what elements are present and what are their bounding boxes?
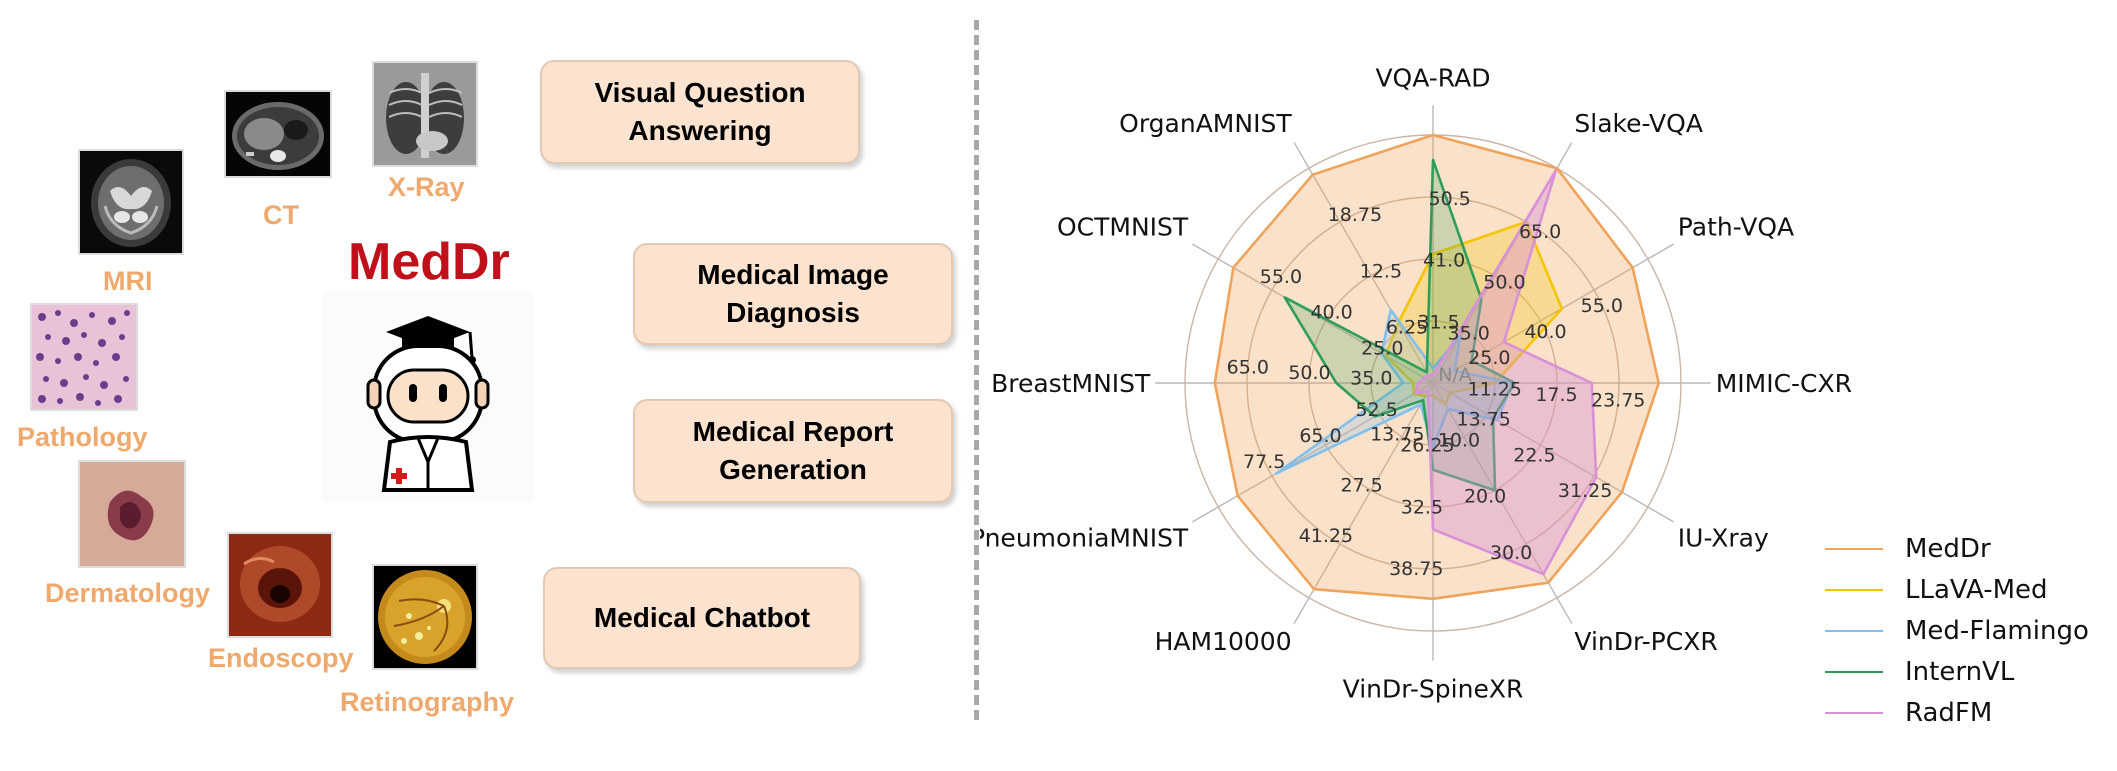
legend-item-meddr: MedDr bbox=[1825, 528, 2089, 569]
radar-chart: 31.5 41.0 50.5 35.0 50.0 65.0 25.0 40.0 55.0 11.2… bbox=[980, 63, 1852, 704]
task-medical-chatbot: Medical Chatbot bbox=[543, 567, 861, 669]
ring-tick-label-iu-xray-1: 13.75 bbox=[1456, 409, 1510, 431]
center-label: N/A bbox=[1438, 364, 1472, 386]
axis-label-vqa-rad: VQA-RAD bbox=[1375, 63, 1490, 92]
endoscopy-image bbox=[227, 532, 333, 638]
axis-label-breastmnist: BreastMNIST bbox=[991, 369, 1151, 398]
modality-label-endoscopy: Endoscopy bbox=[208, 643, 354, 673]
axis-label-ham10000: HAM10000 bbox=[1155, 627, 1292, 656]
ring-tick-label-vqa-rad-3: 50.5 bbox=[1429, 188, 1471, 210]
legend-item-med-flamingo: Med-Flamingo bbox=[1825, 610, 2089, 651]
axis-spoke-iu-xray bbox=[1432, 382, 1674, 523]
axis-spoke-pneumoniamnist bbox=[1192, 382, 1434, 523]
legend-label-radfm: RadFM bbox=[1905, 697, 1993, 728]
legend-item-llava-med: LLaVA-Med bbox=[1825, 569, 2089, 610]
ring-tick-label-mimic-cxr-2: 17.5 bbox=[1535, 384, 1577, 406]
brand-title: MedDr bbox=[348, 233, 510, 291]
series-polygon-radfm bbox=[1414, 169, 1598, 576]
ring-tick-label-organamnist-1: 6.25 bbox=[1386, 317, 1428, 339]
ring-tick-label-octmnist-1: 25.0 bbox=[1361, 337, 1403, 359]
axis-label-mimic-cxr: MIMIC-CXR bbox=[1716, 369, 1852, 398]
ring-tick-label-ham10000-3: 41.25 bbox=[1299, 525, 1353, 547]
task-medical-image-diagnosis: Medical Image Diagnosis bbox=[633, 243, 953, 345]
ring-tick-label-vindr-pcxr-3: 30.0 bbox=[1490, 542, 1532, 564]
ring-tick-label-breastmnist-1: 35.0 bbox=[1350, 367, 1392, 389]
ring-tick-label-pneumoniamnist-1: 52.5 bbox=[1356, 399, 1398, 421]
ring-tick-label-organamnist-2: 12.5 bbox=[1360, 261, 1402, 283]
ring-tick-label-organamnist-3: 18.75 bbox=[1328, 204, 1382, 226]
ring-tick-label-vqa-rad-1: 31.5 bbox=[1417, 311, 1459, 333]
axis-label-organamnist: OrganAMNIST bbox=[1119, 109, 1292, 138]
model-overview-panel: MRI CT X-Ray bbox=[0, 0, 960, 771]
legend-label-llava-med: LLaVA-Med bbox=[1905, 574, 2048, 605]
axis-label-iu-xray: IU-Xray bbox=[1678, 523, 1769, 552]
ring-tick-label-path-vqa-2: 40.0 bbox=[1524, 321, 1566, 343]
modality-label-dermatology: Dermatology bbox=[45, 578, 211, 608]
series-polygon-med-flamingo bbox=[1274, 308, 1514, 475]
retinography-image bbox=[372, 564, 478, 670]
axis-spoke-organamnist bbox=[1293, 142, 1434, 384]
modality-label-mri: MRI bbox=[103, 266, 153, 296]
ring-tick-label-vindr-pcxr-2: 20.0 bbox=[1464, 486, 1506, 508]
ring-tick-label-slake-vqa-2: 50.0 bbox=[1483, 272, 1525, 294]
legend-swatch-meddr bbox=[1825, 547, 1883, 550]
modality-label-retinography: Retinography bbox=[340, 687, 515, 717]
ring-tick-label-octmnist-2: 40.0 bbox=[1310, 302, 1352, 324]
mascot-illustration bbox=[322, 292, 534, 502]
legend-item-internvl: InternVL bbox=[1825, 651, 2089, 692]
axis-label-pneumoniamnist: PneumoniaMNIST bbox=[980, 523, 1189, 552]
ring-tick-label-vindr-spinexr-1: 26.25 bbox=[1400, 435, 1454, 457]
ring-tick-label-ham10000-1: 13.75 bbox=[1370, 424, 1424, 446]
ring-tick-label-path-vqa-3: 55.0 bbox=[1581, 295, 1623, 317]
legend-item-radfm: RadFM bbox=[1825, 692, 2089, 733]
ring-tick-label-vindr-pcxr-1: 10.0 bbox=[1438, 429, 1480, 451]
legend-swatch-internvl bbox=[1825, 670, 1883, 673]
task-medical-report-generation: Medical Report Generation bbox=[633, 399, 953, 503]
ring-tick-label-mimic-cxr-1: 11.25 bbox=[1467, 379, 1521, 401]
chart-legend: MedDr LLaVA-Med Med-Flamingo InternVL Ra… bbox=[1825, 528, 2089, 733]
axis-spoke-ham10000 bbox=[1293, 382, 1434, 624]
axis-label-vindr-pcxr: VinDr-PCXR bbox=[1574, 627, 1717, 656]
modality-label-ct: CT bbox=[263, 200, 299, 230]
ring-tick-label-pneumoniamnist-2: 65.0 bbox=[1299, 425, 1341, 447]
ring-tick-label-breastmnist-2: 50.0 bbox=[1288, 362, 1330, 384]
legend-label-meddr: MedDr bbox=[1905, 533, 1991, 564]
ct-image bbox=[224, 90, 332, 178]
ring-tick-label-vindr-spinexr-3: 38.75 bbox=[1389, 558, 1443, 580]
ring-tick-label-mimic-cxr-3: 23.75 bbox=[1591, 390, 1645, 412]
axis-label-vindr-spinexr: VinDr-SpineXR bbox=[1343, 675, 1524, 704]
dermatology-image bbox=[78, 460, 186, 568]
ring-tick-label-vqa-rad-2: 41.0 bbox=[1423, 250, 1465, 272]
xray-image bbox=[372, 61, 478, 167]
axis-label-path-vqa: Path-VQA bbox=[1678, 213, 1794, 242]
series-polygon-internvl bbox=[1283, 158, 1517, 492]
axis-label-slake-vqa: Slake-VQA bbox=[1574, 109, 1703, 138]
modality-label-xray: X-Ray bbox=[388, 172, 465, 202]
legend-swatch-med-flamingo bbox=[1825, 629, 1883, 632]
section-divider bbox=[974, 20, 979, 720]
legend-swatch-radfm bbox=[1825, 711, 1883, 714]
ring-tick-label-ham10000-2: 27.5 bbox=[1340, 474, 1382, 496]
ring-tick-label-slake-vqa-1: 35.0 bbox=[1448, 322, 1490, 344]
mri-image bbox=[78, 149, 184, 255]
ring-tick-label-iu-xray-3: 31.25 bbox=[1558, 480, 1612, 502]
legend-label-internvl: InternVL bbox=[1905, 656, 2015, 687]
ring-tick-label-pneumoniamnist-3: 77.5 bbox=[1243, 451, 1285, 473]
ring-tick-label-path-vqa-1: 25.0 bbox=[1468, 347, 1510, 369]
axis-label-octmnist: OCTMNIST bbox=[1057, 213, 1189, 242]
ring-tick-label-slake-vqa-3: 65.0 bbox=[1519, 221, 1561, 243]
task-visual-question-answering: Visual Question Answering bbox=[540, 60, 860, 164]
legend-swatch-llava-med bbox=[1825, 588, 1883, 591]
ring-tick-label-octmnist-3: 55.0 bbox=[1260, 266, 1302, 288]
ring-tick-label-iu-xray-2: 22.5 bbox=[1513, 444, 1555, 466]
ring-tick-label-vindr-spinexr-2: 32.5 bbox=[1401, 497, 1443, 519]
legend-label-med-flamingo: Med-Flamingo bbox=[1905, 615, 2089, 646]
ring-tick-label-breastmnist-3: 65.0 bbox=[1227, 356, 1269, 378]
pathology-image bbox=[30, 303, 138, 411]
modality-label-pathology: Pathology bbox=[17, 422, 148, 452]
